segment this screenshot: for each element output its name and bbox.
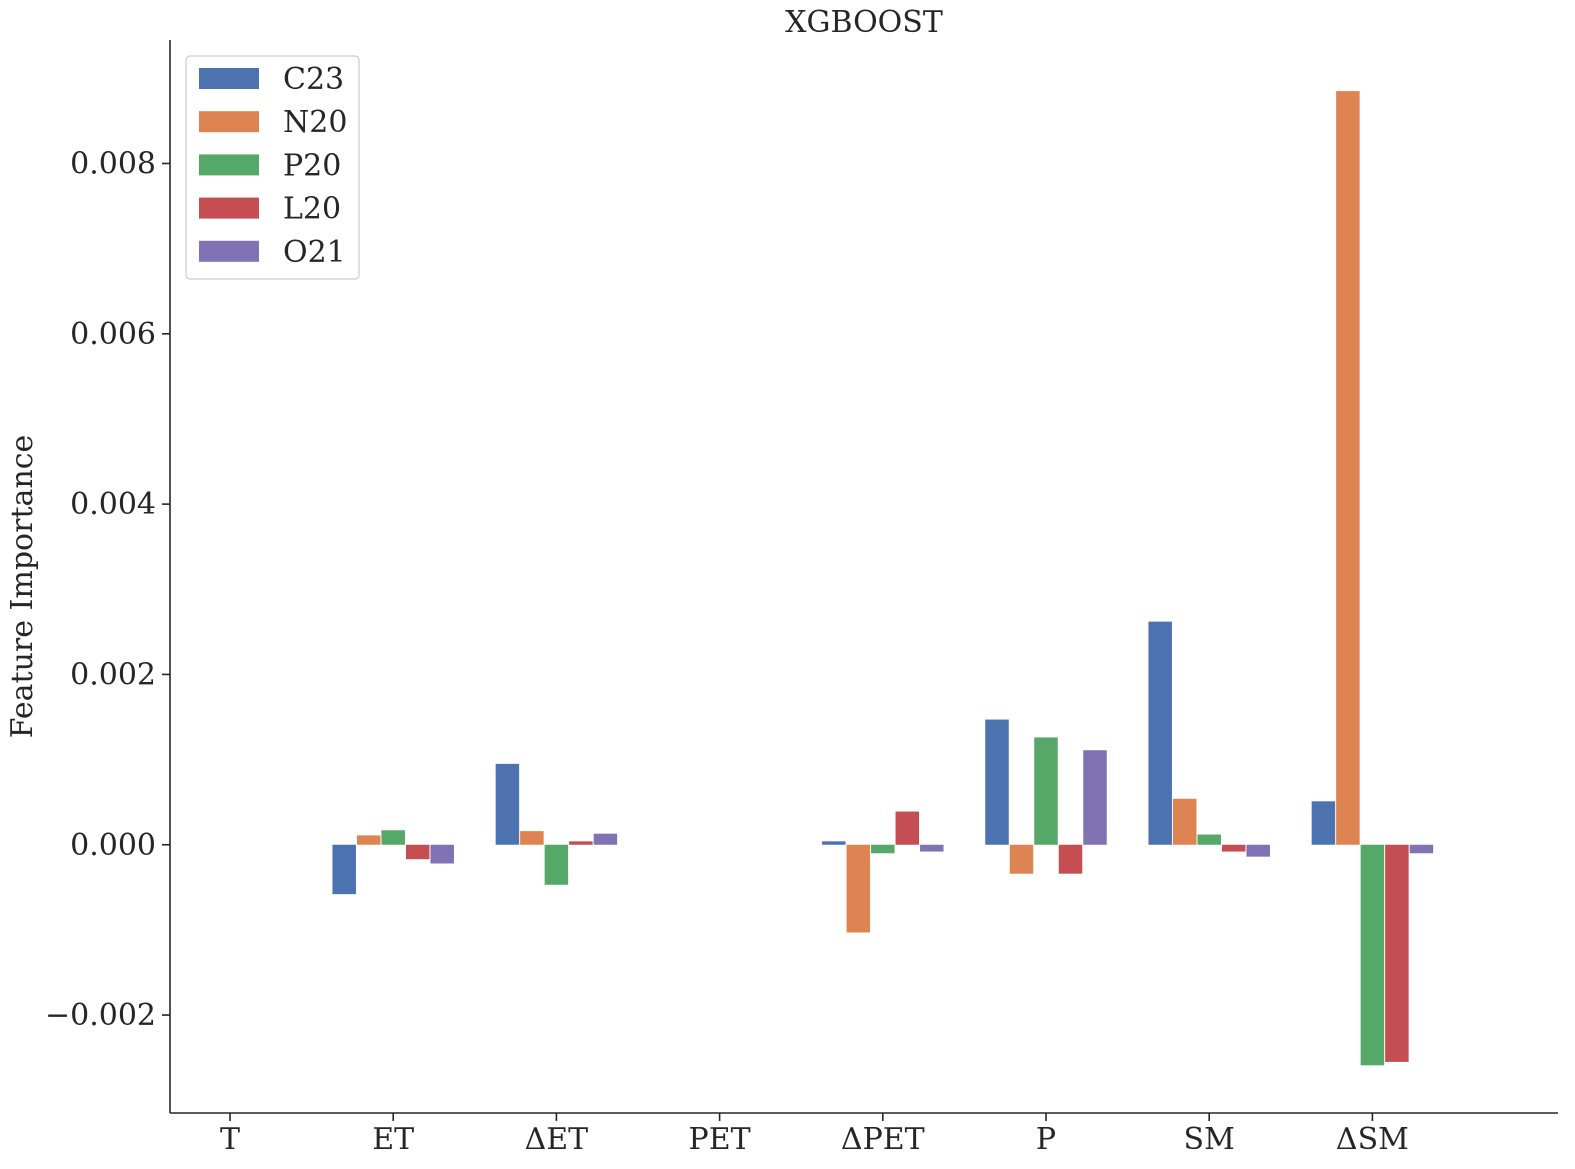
y-tick-label: 0.004 bbox=[70, 487, 156, 522]
bar-n20-4 bbox=[846, 844, 871, 933]
x-tick-label: PET bbox=[689, 1122, 751, 1157]
bar-c23-4 bbox=[822, 841, 846, 845]
bar-p20-5 bbox=[1034, 737, 1058, 845]
x-tick-label: T bbox=[220, 1122, 240, 1157]
bar-l20-1 bbox=[405, 844, 430, 860]
bar-p20-6 bbox=[1197, 834, 1221, 845]
legend-label-p20: P20 bbox=[283, 148, 341, 183]
bar-l20-7 bbox=[1385, 844, 1409, 1062]
legend-swatch-p20 bbox=[199, 154, 259, 176]
legend-label-o21: O21 bbox=[283, 235, 346, 270]
bar-l20-5 bbox=[1058, 844, 1083, 874]
x-tick-label: P bbox=[1036, 1122, 1056, 1157]
y-tick-label: 0.006 bbox=[70, 317, 156, 352]
bar-o21-6 bbox=[1246, 844, 1270, 857]
bar-n20-2 bbox=[520, 831, 544, 845]
bar-o21-7 bbox=[1409, 844, 1434, 854]
legend-swatch-c23 bbox=[199, 68, 259, 89]
bar-p20-1 bbox=[381, 830, 405, 845]
legend-swatch-l20 bbox=[199, 197, 259, 219]
y-tick-label: 0.002 bbox=[70, 657, 156, 692]
bars-group bbox=[332, 91, 1434, 1066]
bar-c23-5 bbox=[985, 719, 1009, 845]
bar-l20-4 bbox=[895, 811, 920, 845]
bar-l20-6 bbox=[1221, 844, 1246, 852]
legend-label-n20: N20 bbox=[283, 105, 347, 140]
legend-label-c23: C23 bbox=[283, 62, 344, 97]
bar-c23-6 bbox=[1148, 621, 1172, 845]
x-tick-label: ET bbox=[372, 1122, 414, 1157]
legend-swatch-o21 bbox=[199, 240, 259, 262]
y-tick-label: −0.002 bbox=[45, 998, 156, 1033]
axes-group: −0.002 0.000 0.002 0.004 0.006 0.008 T ET ΔET PET… bbox=[45, 40, 1558, 1157]
y-tick-label: 0.000 bbox=[70, 828, 156, 863]
bar-p20-4 bbox=[871, 844, 895, 854]
bar-n20-1 bbox=[356, 835, 381, 845]
x-tick-label: SM bbox=[1184, 1122, 1235, 1157]
legend: C23 N20 P20 L20 O21 bbox=[185, 55, 360, 280]
bar-o21-4 bbox=[920, 844, 944, 852]
bar-n20-5 bbox=[1009, 844, 1034, 874]
y-axis-label: Feature Importance bbox=[5, 435, 40, 739]
bar-l20-2 bbox=[569, 841, 593, 845]
x-tick-label: ΔPET bbox=[841, 1122, 925, 1157]
bar-n20-7 bbox=[1336, 91, 1360, 845]
bar-o21-2 bbox=[593, 833, 618, 845]
bar-o21-5 bbox=[1083, 750, 1107, 845]
bar-o21-1 bbox=[430, 844, 454, 864]
bar-c23-2 bbox=[495, 763, 520, 845]
bar-p20-2 bbox=[544, 844, 569, 885]
bar-c23-1 bbox=[332, 844, 356, 895]
x-tick-label: ΔET bbox=[525, 1122, 589, 1157]
legend-label-l20: L20 bbox=[283, 192, 341, 227]
bar-n20-6 bbox=[1172, 798, 1197, 845]
bar-c23-7 bbox=[1311, 801, 1336, 845]
y-tick-label: 0.008 bbox=[70, 146, 156, 181]
legend-swatch-n20 bbox=[199, 111, 259, 133]
bar-p20-7 bbox=[1360, 844, 1385, 1066]
chart-title: XGBOOST bbox=[785, 5, 943, 40]
x-tick-label: ΔSM bbox=[1336, 1122, 1409, 1157]
